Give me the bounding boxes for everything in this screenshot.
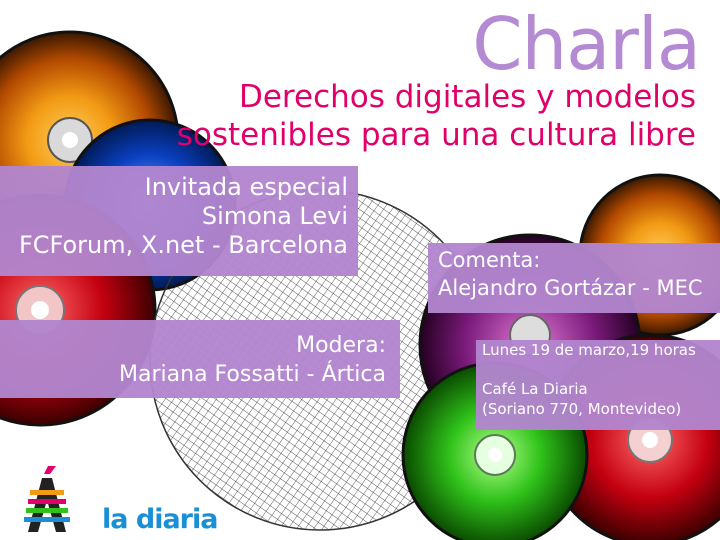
comment-name: Alejandro Gortázar - MEC — [438, 276, 703, 300]
comment-label: Comenta: — [438, 248, 541, 272]
comment-box: Comenta: Alejandro Gortázar - MEC — [428, 243, 720, 313]
logo-mark-icon — [24, 466, 70, 532]
poster-title: Charla — [472, 2, 701, 86]
moderator-name: Mariana Fossatti - Ártica — [119, 362, 386, 387]
subtitle-line-1: Derechos digitales y modelos — [238, 79, 696, 115]
guest-name: Simona Levi — [201, 202, 348, 230]
event-venue: Café La Diaria — [482, 380, 588, 398]
subtitle-line-2: sostenibles para una cultura libre — [176, 117, 696, 153]
moderator-label: Modera: — [296, 333, 386, 358]
event-datetime: Lunes 19 de marzo,19 horas — [482, 341, 696, 359]
brand-logo-text: la diaria — [102, 504, 218, 535]
guest-affiliation: FCForum, X.net - Barcelona — [18, 231, 348, 259]
moderator-box: Modera: Mariana Fossatti - Ártica — [0, 320, 400, 398]
event-info-box: Lunes 19 de marzo,19 horas Café La Diari… — [476, 340, 720, 430]
guest-label: Invitada especial — [144, 173, 348, 201]
event-address: (Soriano 770, Montevideo) — [482, 400, 682, 418]
guest-box: Invitada especial Simona Levi FCForum, X… — [0, 166, 358, 276]
poster-subtitle: Derechos digitales y modelos sostenibles… — [136, 78, 696, 154]
